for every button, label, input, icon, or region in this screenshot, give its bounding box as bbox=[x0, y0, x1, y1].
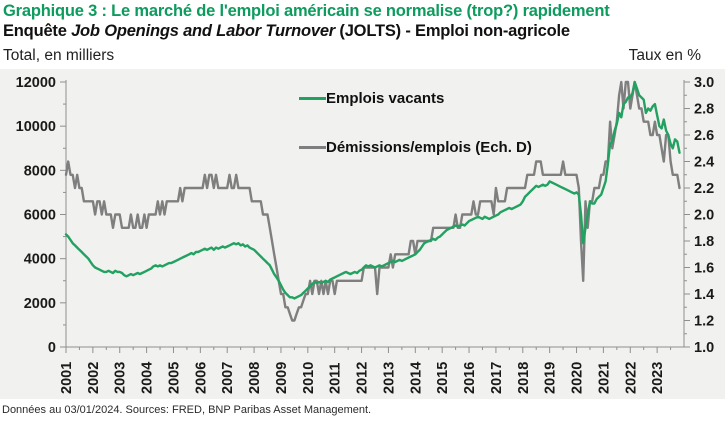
svg-text:4000: 4000 bbox=[24, 252, 56, 268]
svg-text:2006: 2006 bbox=[193, 362, 209, 394]
svg-text:2013: 2013 bbox=[381, 362, 397, 394]
svg-text:2012: 2012 bbox=[355, 362, 371, 394]
svg-text:2008: 2008 bbox=[247, 362, 263, 394]
svg-text:2016: 2016 bbox=[462, 362, 478, 394]
svg-text:6000: 6000 bbox=[24, 208, 56, 224]
svg-text:2022: 2022 bbox=[623, 362, 639, 394]
svg-text:2.6: 2.6 bbox=[694, 128, 714, 144]
svg-text:0: 0 bbox=[48, 340, 56, 356]
svg-text:2001: 2001 bbox=[59, 362, 75, 394]
svg-text:2010: 2010 bbox=[301, 362, 317, 394]
svg-text:1.8: 1.8 bbox=[694, 234, 714, 250]
svg-text:2002: 2002 bbox=[86, 362, 102, 394]
svg-text:2020: 2020 bbox=[570, 362, 586, 394]
svg-text:2019: 2019 bbox=[543, 362, 559, 394]
subtitle-prefix: Enquête bbox=[3, 22, 72, 40]
legend-label-demissions: Démissions/emplois (Ech. D) bbox=[326, 139, 532, 156]
svg-text:2009: 2009 bbox=[274, 362, 290, 394]
svg-text:1.2: 1.2 bbox=[694, 314, 714, 330]
svg-text:2003: 2003 bbox=[113, 362, 129, 394]
svg-text:2023: 2023 bbox=[650, 362, 666, 394]
svg-text:1.4: 1.4 bbox=[694, 287, 714, 303]
legend-swatch-demissions-icon bbox=[299, 145, 326, 150]
svg-text:2004: 2004 bbox=[140, 362, 156, 394]
svg-text:2.2: 2.2 bbox=[694, 181, 714, 197]
svg-text:2011: 2011 bbox=[328, 363, 344, 394]
svg-text:1.6: 1.6 bbox=[694, 261, 714, 277]
source-note: Données au 03/01/2024. Sources: FRED, BN… bbox=[2, 404, 372, 416]
legend-swatch-emplois-vacants-icon bbox=[299, 96, 326, 101]
subtitle-survey-name: Job Openings and Labor Turnover bbox=[71, 22, 336, 40]
svg-text:2.0: 2.0 bbox=[694, 208, 714, 224]
legend-label-emplois-vacants: Emplois vacants bbox=[326, 90, 445, 107]
svg-text:2017: 2017 bbox=[489, 362, 505, 394]
right-axis-title: Taux en % bbox=[628, 47, 701, 64]
plot-panel bbox=[0, 69, 725, 399]
page-title: Graphique 3 : Le marché de l'emploi amér… bbox=[3, 2, 610, 20]
svg-text:2.4: 2.4 bbox=[694, 155, 714, 171]
svg-text:10000: 10000 bbox=[16, 119, 56, 135]
left-axis-title: Total, en milliers bbox=[3, 47, 115, 64]
svg-text:2000: 2000 bbox=[24, 296, 56, 312]
svg-text:2015: 2015 bbox=[435, 362, 451, 394]
svg-text:2.8: 2.8 bbox=[694, 102, 714, 118]
svg-text:2014: 2014 bbox=[408, 362, 424, 394]
svg-text:2007: 2007 bbox=[220, 362, 236, 394]
svg-text:3.0: 3.0 bbox=[694, 75, 714, 91]
svg-text:1.0: 1.0 bbox=[694, 340, 714, 356]
svg-text:8000: 8000 bbox=[24, 163, 56, 179]
svg-text:2021: 2021 bbox=[596, 362, 612, 394]
svg-text:2018: 2018 bbox=[516, 362, 532, 394]
legend-item-emplois-vacants: Emplois vacants bbox=[299, 90, 444, 107]
svg-text:12000: 12000 bbox=[16, 75, 56, 91]
svg-text:2005: 2005 bbox=[166, 362, 182, 394]
subtitle-suffix: (JOLTS) - Emploi non-agricole bbox=[335, 22, 570, 40]
chart-subtitle: Enquête Job Openings and Labor Turnover … bbox=[3, 22, 570, 41]
legend-item-demissions: Démissions/emplois (Ech. D) bbox=[299, 139, 532, 156]
